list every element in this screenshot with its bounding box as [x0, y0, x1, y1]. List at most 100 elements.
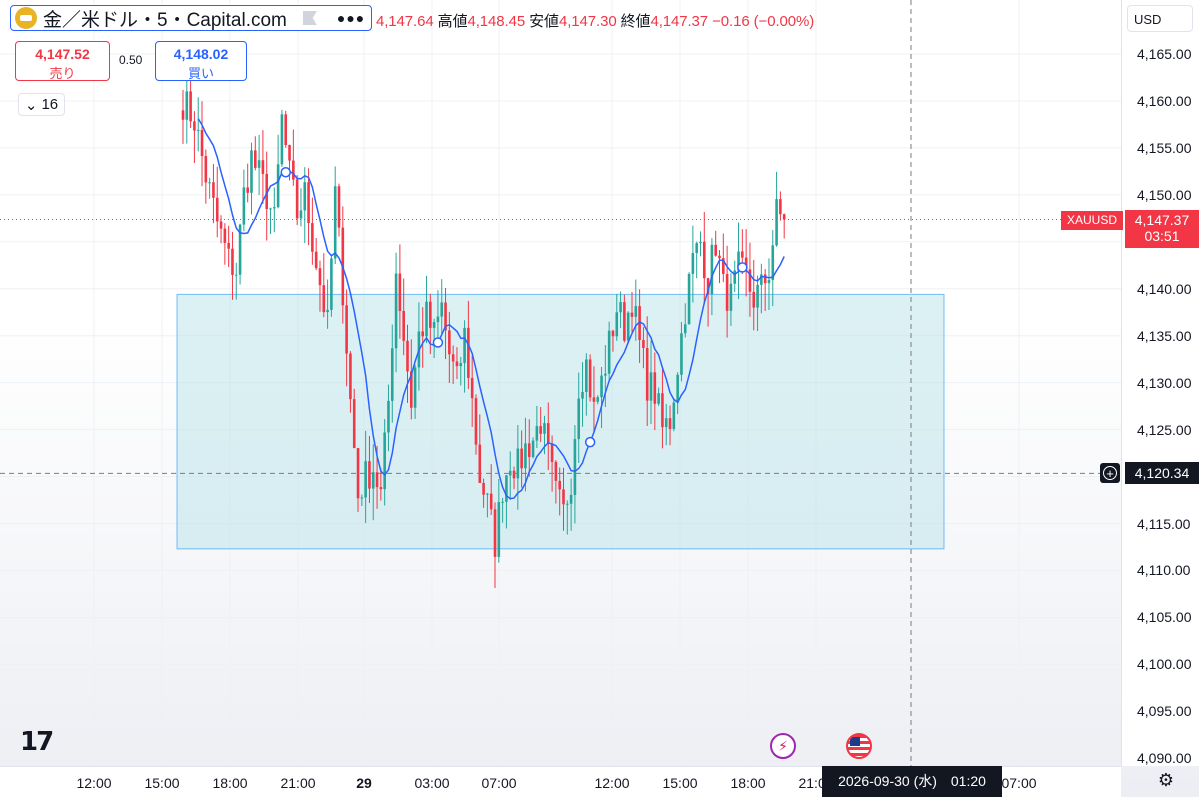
flag-icon[interactable] — [302, 11, 317, 25]
gear-icon[interactable]: ⚙ — [1157, 770, 1175, 790]
highlight-box[interactable] — [176, 293, 945, 550]
candle — [455, 347, 459, 380]
candle — [722, 233, 725, 283]
low-value: 4,147.30 — [558, 13, 617, 30]
candle-body — [592, 397, 596, 402]
lightning-event-icon[interactable]: ⚡ — [770, 733, 796, 759]
candle — [771, 230, 775, 307]
tradingview-logo-icon[interactable]: 17 — [20, 727, 54, 757]
candle — [748, 242, 752, 317]
candle — [531, 437, 535, 459]
add-alert-button[interactable]: + — [1100, 463, 1120, 483]
candle-body — [318, 268, 322, 286]
candle — [390, 324, 394, 423]
candle — [356, 447, 360, 512]
candle-body — [680, 333, 683, 375]
countdown-value: 03:51 — [1144, 228, 1180, 244]
candle-body — [444, 302, 447, 331]
time-tick-label: 07:00 — [481, 775, 517, 791]
last-price-value: 4,147.37 — [1134, 212, 1190, 228]
candle — [250, 142, 253, 215]
sell-price: 4,147.52 — [35, 46, 90, 62]
candle-body — [265, 173, 269, 210]
candle-body — [250, 150, 253, 193]
candle-body — [326, 309, 329, 313]
candle-body — [474, 398, 478, 445]
candle-body — [741, 251, 744, 258]
us-flag-event-icon[interactable] — [846, 733, 872, 759]
buy-button[interactable]: 4,148.02 買い — [155, 41, 247, 81]
candle — [371, 444, 375, 521]
candle-body — [364, 461, 367, 498]
candle — [246, 163, 249, 203]
candle — [623, 294, 626, 343]
time-tick-label: 12:00 — [76, 775, 112, 791]
candle-body — [440, 302, 444, 317]
low-label: 安値 — [529, 13, 559, 30]
symbol-selector[interactable]: 金／米ドル・5・Capital.com ●●● — [10, 5, 372, 31]
candle-body — [695, 243, 698, 254]
candle-body — [767, 279, 771, 284]
candle — [596, 395, 600, 405]
time-tick-label: 12:00 — [594, 775, 630, 791]
ma-marker — [584, 436, 596, 448]
candle-body — [299, 210, 303, 219]
candle-body — [410, 371, 413, 408]
candle-body — [387, 400, 390, 433]
candle-body — [360, 497, 364, 499]
candle-body — [752, 291, 756, 308]
candle-body — [619, 302, 622, 313]
candle-body — [615, 312, 619, 337]
candle — [219, 215, 223, 244]
candle — [577, 372, 581, 463]
candle-body — [337, 186, 341, 228]
candle — [189, 77, 192, 128]
candle — [687, 272, 691, 325]
close-label: 終値 — [620, 13, 651, 30]
candle-body — [668, 418, 672, 429]
candle-body — [398, 273, 402, 311]
sell-button[interactable]: 4,147.52 売り — [15, 41, 110, 81]
candle — [299, 188, 303, 227]
candle — [284, 110, 288, 148]
moving-average-line — [197, 118, 785, 500]
candle-body — [702, 241, 706, 279]
candle-body — [725, 273, 729, 311]
currency-selector[interactable]: USD — [1127, 5, 1193, 32]
candle — [227, 225, 230, 268]
candle-body — [280, 114, 284, 165]
price-chart[interactable] — [0, 0, 1121, 766]
indicators-toggle-button[interactable]: ⌄ 16 — [18, 93, 65, 116]
candle-body — [429, 301, 432, 328]
candle-body — [493, 509, 497, 557]
candle-body — [596, 397, 600, 402]
candle-body — [543, 423, 546, 434]
candle-body — [390, 348, 394, 401]
candle-body — [657, 393, 660, 404]
candle-body — [611, 330, 615, 337]
candle — [592, 366, 596, 434]
sell-label: 売り — [49, 66, 76, 81]
candle-body — [638, 306, 641, 340]
candle — [470, 355, 474, 428]
more-options-icon[interactable]: ●●● — [336, 10, 366, 26]
candle-body — [478, 444, 482, 483]
candle-body — [630, 312, 634, 317]
price-tick-label: 4,105.00 — [1137, 609, 1192, 626]
price-axis[interactable] — [1121, 0, 1199, 766]
candle-body — [604, 373, 607, 376]
candle — [585, 353, 588, 416]
candle-body — [185, 91, 189, 120]
candle-body — [402, 310, 405, 341]
candle-body — [375, 472, 379, 488]
candle — [215, 166, 219, 238]
candle — [607, 321, 611, 381]
candle-body — [470, 377, 474, 399]
candle-body — [379, 487, 383, 490]
candle-body — [486, 493, 489, 495]
chart-grid — [0, 0, 1121, 766]
price-tick-label: 4,115.00 — [1137, 515, 1191, 532]
candle-body — [219, 221, 223, 229]
price-tick-label: 4,135.00 — [1137, 327, 1192, 344]
candle-body — [413, 367, 417, 408]
